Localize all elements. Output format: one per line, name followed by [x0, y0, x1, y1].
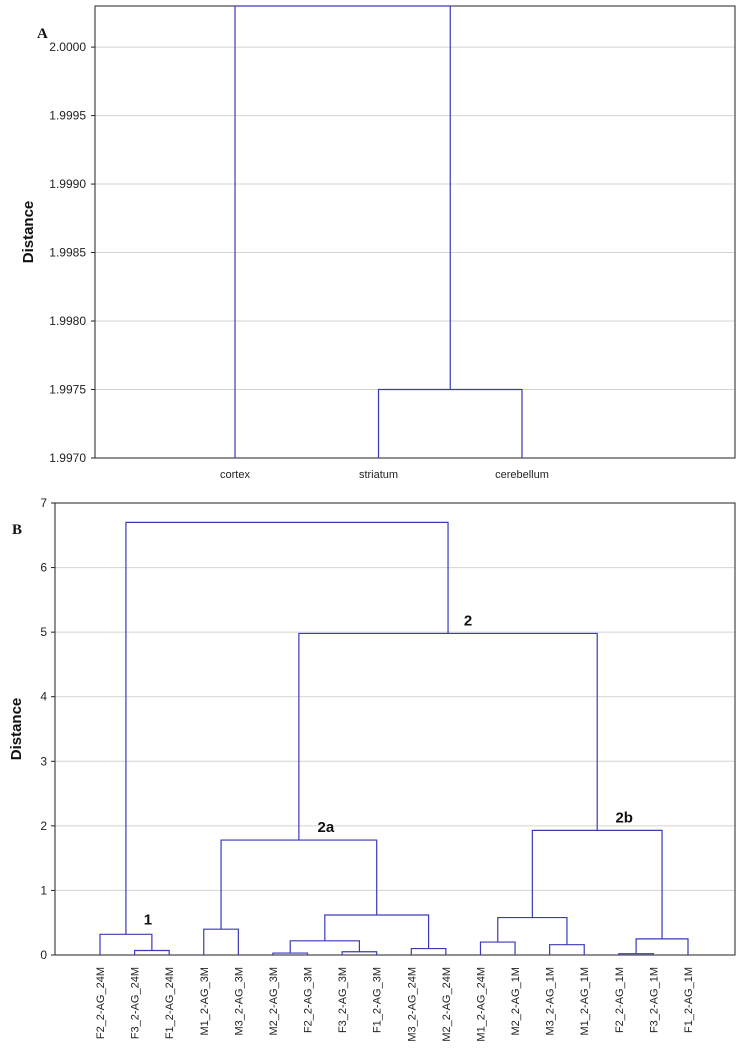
panel-letter: B [12, 522, 22, 538]
leaf-label: F1_2-AG_24M [164, 967, 176, 1039]
dendrogram-link [497, 916, 568, 945]
dendrogram-link [125, 521, 449, 935]
y-tick-label: 2 [40, 819, 47, 833]
leaf-label: M2_2-AG_1M [510, 967, 522, 1035]
dendrogram-link [531, 829, 663, 939]
y-tick-label: 0 [40, 948, 47, 962]
y-axis-title: Distance [20, 201, 37, 264]
dendrogram-link [635, 938, 689, 955]
y-tick-label: 5 [40, 625, 47, 639]
dendrogram-link [133, 949, 170, 955]
leaf-label: M3_2-AG_1M [545, 967, 557, 1035]
leaf-label: F1_2-AG_1M [683, 967, 695, 1033]
leaf-label: M1_2-AG_3M [199, 967, 211, 1035]
leaf-label: F2_2-AG_24M [95, 967, 107, 1039]
leaf-label: M3_2-AG_3M [233, 967, 245, 1035]
dendrogram-link [618, 953, 655, 955]
plot-frame [94, 5, 736, 459]
cluster-label: 2b [615, 809, 633, 826]
leaf-label: F3_2-AG_24M [130, 967, 142, 1039]
leaf-label: cerebellum [495, 469, 549, 481]
y-tick-label: 4 [40, 690, 47, 704]
leaf-label: cortex [220, 469, 250, 481]
leaf-label: F3_2-AG_3M [337, 967, 349, 1033]
dendrogram-link [324, 914, 430, 949]
leaf-label: F1_2-AG_3M [372, 967, 384, 1033]
leaf-label: M3_2-AG_24M [406, 967, 418, 1042]
dendrogram-link [377, 388, 523, 458]
leaf-label: striatum [359, 469, 398, 481]
leaf-label: M1_2-AG_24M [475, 967, 487, 1042]
dendrogram-link [272, 952, 309, 955]
dendrogram-panel-b: 0 1 2 3 4 5 6 7 Distance B F2_2-AG_24M F3_2-AG_24M F… [8, 496, 736, 1042]
dendrogram-link [298, 632, 598, 841]
y-tick-label: 7 [40, 496, 47, 510]
cluster-label: 2 [464, 612, 472, 629]
y-axis-title: Distance [8, 698, 25, 761]
plot-frame [54, 502, 736, 956]
dendrogram-panel-a: 1.9970 1.9975 1.9980 1.9985 1.9990 1.9995 2.00… [20, 5, 736, 481]
y-tick-label: 1.9995 [49, 109, 86, 123]
leaf-label: F3_2-AG_1M [648, 967, 660, 1033]
dendrogram-link [549, 944, 585, 955]
y-tick-label: 1.9985 [49, 246, 86, 260]
dendrogram-link [99, 933, 153, 955]
y-tick-label: 6 [40, 561, 47, 575]
panel-letter: A [37, 26, 48, 42]
leaf-label: M2_2-AG_3M [268, 967, 280, 1035]
y-tick-label: 1.9975 [49, 383, 86, 397]
dendrogram-link [479, 941, 516, 955]
leaf-label: F2_2-AG_3M [303, 967, 315, 1033]
cluster-label: 2a [318, 819, 335, 836]
y-tick-label: 1.9990 [49, 177, 86, 191]
y-tick-label: 2.0000 [49, 40, 86, 54]
y-tick-label: 1 [40, 883, 47, 897]
leaf-label: M1_2-AG_1M [579, 967, 591, 1035]
dendrogram-link [410, 947, 447, 955]
y-tick-label: 1.9980 [49, 314, 86, 328]
y-tick-label: 3 [40, 754, 47, 768]
dendrogram-link [203, 928, 239, 955]
cluster-label: 1 [144, 911, 152, 928]
leaf-label: F2_2-AG_1M [614, 967, 626, 1033]
leaf-label: M2_2-AG_24M [441, 967, 453, 1042]
dendrogram-link [220, 839, 378, 930]
y-tick-label: 1.9970 [49, 451, 86, 465]
dendrogram-link [234, 5, 451, 458]
